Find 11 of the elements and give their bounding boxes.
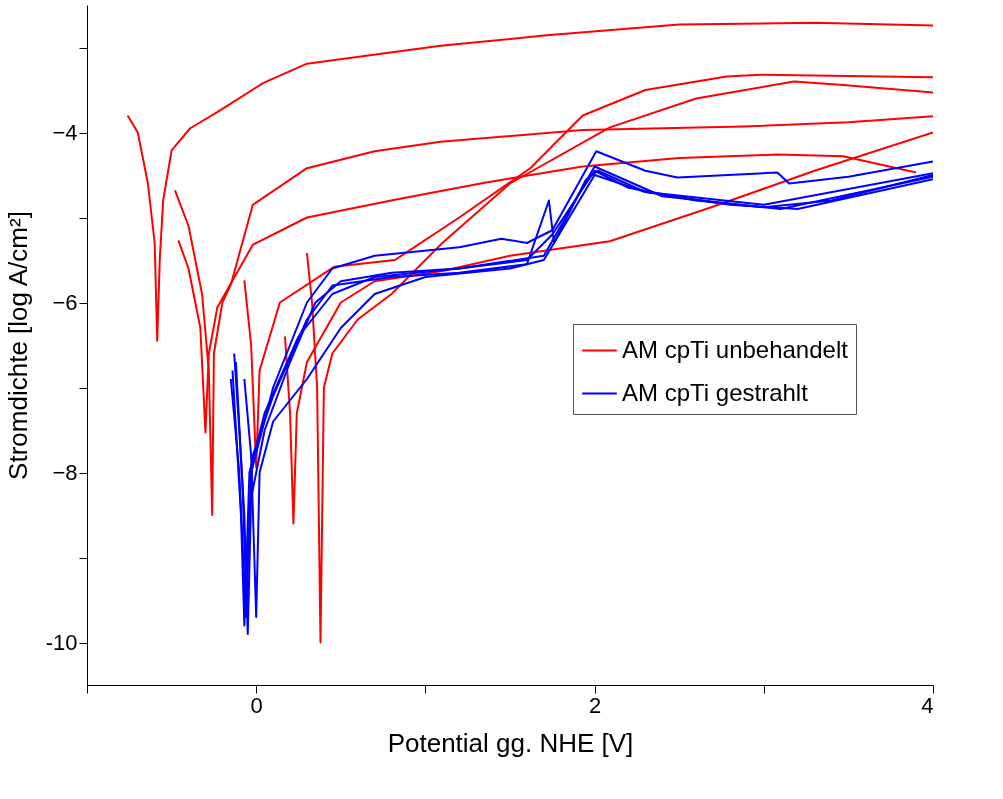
y-axis-title: Stromdichte [log A/cm²] xyxy=(2,211,33,480)
y-tick-label: −8 xyxy=(52,460,78,485)
x-axis-title: Potential gg. NHE [V] xyxy=(387,727,634,758)
legend-label: AM cpTi gestrahlt xyxy=(622,378,809,406)
legend-label: AM cpTi unbehandelt xyxy=(622,335,849,363)
y-tick-label: −4 xyxy=(52,120,78,145)
x-tick-label: 0 xyxy=(250,692,263,718)
x-tick-label: 2 xyxy=(588,692,602,718)
y-tick-label: -10 xyxy=(45,630,78,655)
x-tick-label: 4 xyxy=(921,692,934,718)
y-tick-label: −6 xyxy=(52,290,78,315)
